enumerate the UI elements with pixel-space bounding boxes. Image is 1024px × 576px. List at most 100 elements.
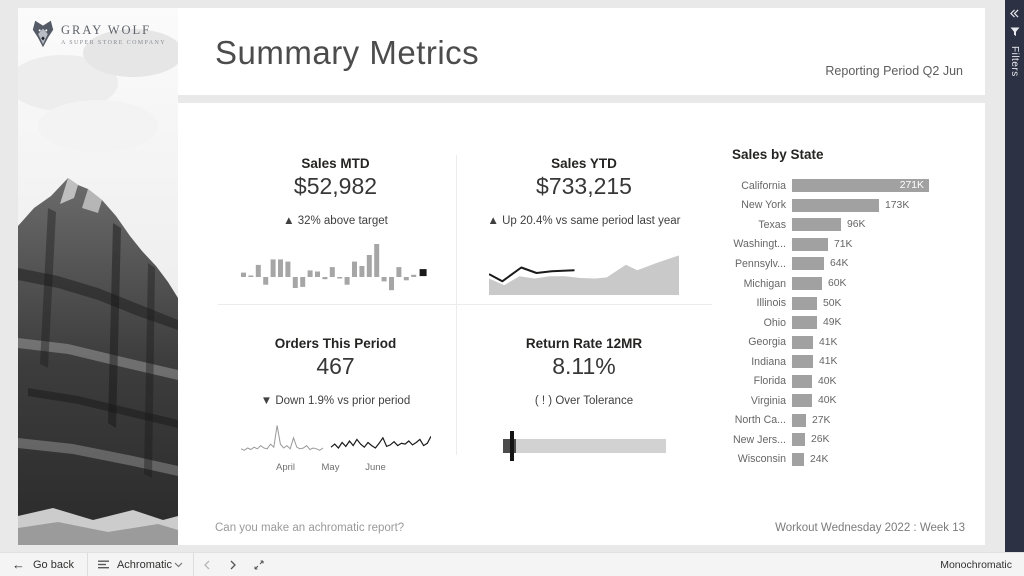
go-back-button[interactable]: ← Go back — [0, 553, 88, 576]
kpi-value: 467 — [316, 353, 355, 379]
chevron-down-icon — [174, 562, 183, 567]
brand-name: GRAY WOLF — [61, 22, 152, 37]
state-bar[interactable] — [792, 413, 806, 427]
bullet-target-marker — [509, 431, 514, 461]
kpi-card-sales-ytd[interactable]: Sales YTD $733,215 ▲ Up 20.4% vs same pe… — [456, 130, 712, 304]
state-label: California — [741, 179, 786, 192]
kpi-grid-divider-vertical — [456, 155, 457, 455]
brand-logo: GRAY WOLF A SUPER STORE COMPANY — [31, 20, 166, 48]
state-bar-row[interactable]: North Ca... 27K — [732, 411, 965, 431]
kpi-delta: ( ! ) Over Tolerance — [534, 395, 634, 407]
state-bar-row[interactable]: Indiana 41K — [732, 352, 965, 372]
brand-tagline: A SUPER STORE COMPANY — [61, 39, 166, 46]
expand-pane-icon[interactable] — [1010, 9, 1019, 18]
state-bar[interactable]: 271K — [792, 179, 929, 193]
previous-page-button[interactable] — [194, 553, 220, 576]
kpi-value: 8.11% — [552, 353, 616, 379]
state-label: Illinois — [756, 297, 786, 310]
resize-diagonal-icon — [254, 559, 264, 570]
month-label: June — [365, 462, 386, 473]
chevron-left-icon — [204, 560, 210, 569]
state-bar[interactable] — [792, 355, 813, 369]
kpi-card-return-rate[interactable]: Return Rate 12MR 8.11% ( ! ) Over Tolera… — [456, 304, 712, 480]
report-mode-label: Monochromatic — [940, 558, 1012, 571]
state-label: Virginia — [750, 394, 786, 407]
sales-mtd-variance-chart — [215, 241, 456, 302]
bar-value-label: 71K — [834, 238, 853, 250]
bar-value-label: 173K — [885, 199, 910, 211]
state-label: Washingt... — [733, 238, 786, 251]
canvas-note-left: Can you make an achromatic report? — [215, 522, 405, 534]
bar-value-label: 40K — [818, 395, 837, 407]
state-bar-row[interactable]: Virginia 40K — [732, 391, 965, 411]
bar-value-label: 271K — [899, 180, 924, 192]
next-page-button[interactable] — [220, 553, 246, 576]
state-label: New York — [741, 199, 786, 212]
state-bar[interactable] — [792, 257, 824, 271]
fit-to-page-button[interactable] — [246, 553, 272, 576]
kpi-title: Return Rate 12MR — [525, 336, 643, 351]
state-bar-row[interactable]: Pennsylv... 64K — [732, 254, 965, 274]
chart-title: Sales by State — [732, 147, 824, 162]
bar-value-label: 24K — [810, 453, 829, 465]
state-bar[interactable] — [792, 452, 804, 466]
state-bar[interactable] — [792, 316, 817, 330]
state-bar-row[interactable]: Texas 96K — [732, 215, 965, 235]
month-label: May — [321, 462, 340, 473]
state-bar-row[interactable]: New Jers... 26K — [732, 430, 965, 450]
filters-panel[interactable]: Filters — [1005, 0, 1024, 552]
kpi-card-sales-mtd[interactable]: Sales MTD $52,982 ▲ 32% above target — [215, 130, 456, 304]
state-bar-row[interactable]: New York 173K — [732, 196, 965, 216]
state-bar[interactable] — [792, 218, 841, 232]
kpi-title: Sales YTD — [551, 156, 617, 171]
state-label: New Jers... — [733, 433, 786, 446]
state-label: Michigan — [743, 277, 786, 290]
page-selector-dropdown[interactable]: Achromatic — [88, 553, 194, 576]
kpi-delta: ▲ 32% above target — [283, 215, 388, 227]
state-bar[interactable] — [792, 335, 813, 349]
mountain-photo — [18, 8, 178, 545]
state-bar[interactable] — [792, 198, 879, 212]
state-label: Florida — [753, 375, 786, 388]
state-bar[interactable] — [792, 296, 817, 310]
back-arrow-icon: ← — [12, 557, 25, 572]
state-bar-row[interactable]: Washingt... 71K — [732, 235, 965, 255]
month-label: April — [275, 462, 296, 473]
state-bar[interactable] — [792, 433, 805, 447]
kpi-card-orders[interactable]: Orders This Period 467 ▼ Down 1.9% vs pr… — [215, 304, 456, 480]
bar-value-label: 26K — [811, 434, 830, 446]
state-label: Indiana — [751, 355, 786, 368]
state-bar-row[interactable]: Georgia 41K — [732, 332, 965, 352]
state-bar-row[interactable]: Michigan 60K — [732, 274, 965, 294]
state-bar[interactable] — [792, 277, 822, 290]
kpi-title: Sales MTD — [301, 156, 370, 171]
state-bar[interactable] — [792, 374, 812, 388]
filters-panel-label: Filters — [1009, 46, 1020, 77]
state-bar[interactable] — [792, 394, 812, 408]
bar-value-label: 96K — [847, 219, 866, 231]
sidebar-photo-panel: GRAY WOLF A SUPER STORE COMPANY — [18, 8, 178, 545]
kpi-delta: ▲ Up 20.4% vs same period last year — [487, 215, 681, 227]
bar-value-label: 49K — [823, 317, 842, 329]
page-title: Summary Metrics — [215, 34, 480, 71]
kpi-value: $733,215 — [536, 173, 632, 199]
bar-value-label: 50K — [823, 297, 842, 309]
return-rate-bullet-chart — [502, 431, 666, 461]
sales-by-state-chart[interactable]: Sales by State California 271K New York 173… — [732, 147, 965, 469]
sales-ytd-trend-chart — [456, 241, 712, 302]
bar-value-label: 64K — [830, 258, 849, 270]
bar-value-label: 60K — [828, 278, 847, 289]
state-bar-row[interactable]: California 271K — [732, 176, 965, 196]
state-label: Texas — [758, 218, 786, 231]
state-bar-row[interactable]: Florida 40K — [732, 371, 965, 391]
bar-value-label: 41K — [819, 336, 838, 348]
state-bar-row[interactable]: Ohio 49K — [732, 313, 965, 333]
kpi-grid-divider-horizontal — [218, 304, 712, 305]
kpi-title: Orders This Period — [274, 336, 397, 351]
state-bar-row[interactable]: Illinois 50K — [732, 293, 965, 313]
state-bar-row[interactable]: Wisconsin 24K — [732, 450, 965, 470]
reporting-period-label: Reporting Period Q2 Jun — [825, 64, 963, 78]
state-bar[interactable] — [792, 237, 828, 251]
report-header: Summary Metrics Reporting Period Q2 Jun — [178, 8, 985, 95]
orders-sparkline-chart — [240, 417, 432, 462]
